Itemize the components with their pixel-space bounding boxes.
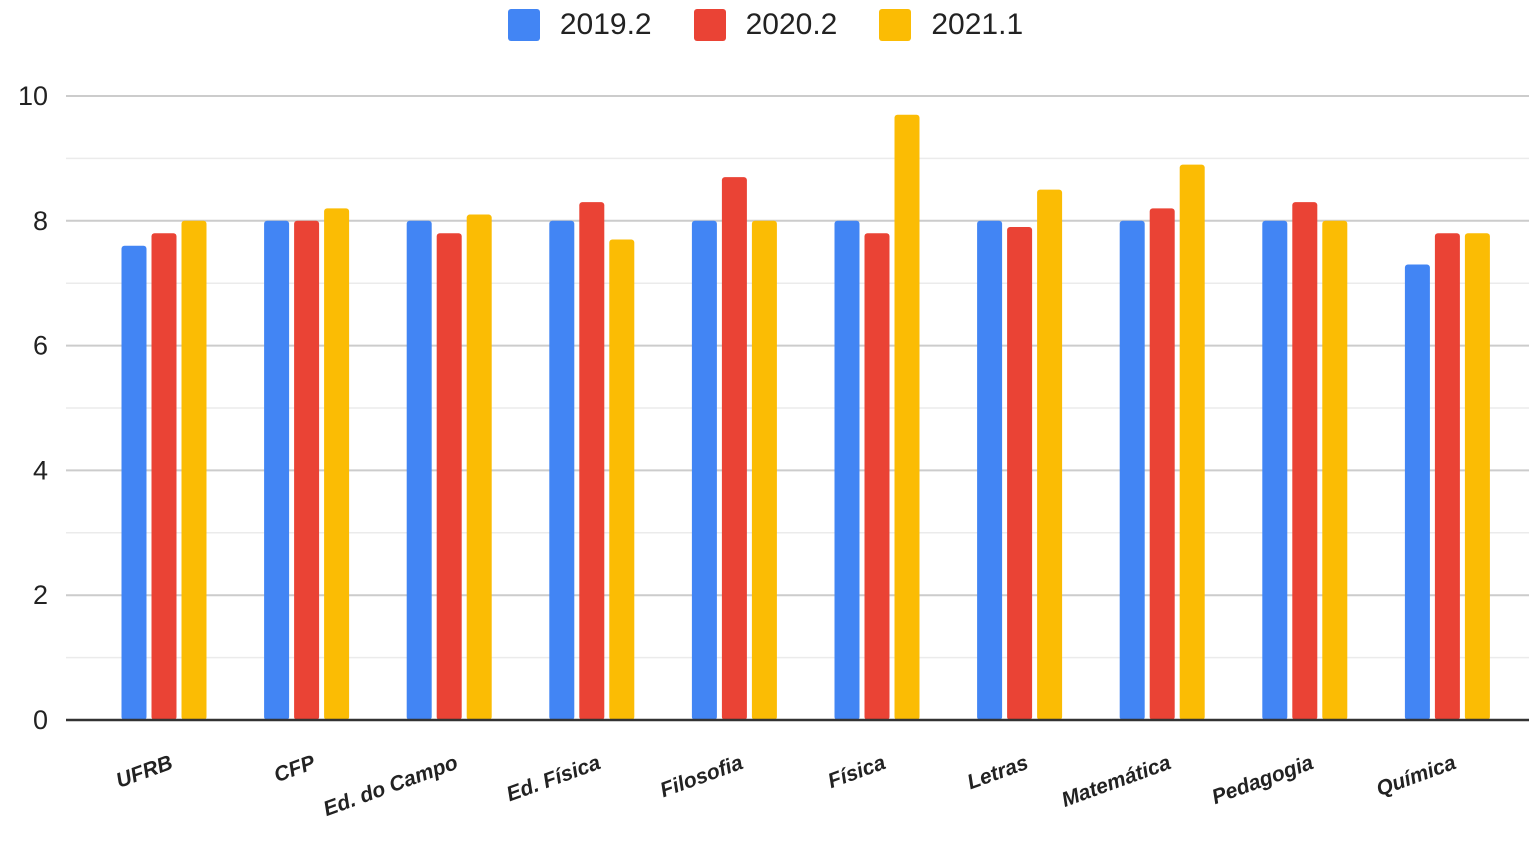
bar-1 bbox=[1119, 220, 1145, 721]
bar-2 bbox=[294, 220, 320, 721]
y-tick-label: 0 bbox=[33, 705, 48, 735]
bar-2 bbox=[721, 177, 747, 720]
x-tick-label: Letras bbox=[964, 751, 1031, 794]
legend-label-series-1: 2019.2 bbox=[559, 8, 652, 41]
legend-swatch-series-3 bbox=[879, 9, 912, 41]
bar-3 bbox=[466, 214, 492, 720]
bar-2 bbox=[864, 233, 890, 720]
legend-label-series-3: 2021.1 bbox=[931, 8, 1024, 41]
bar-3 bbox=[181, 220, 207, 721]
legend-swatch-series-2 bbox=[693, 9, 726, 41]
bar-1 bbox=[406, 220, 432, 721]
bar-1 bbox=[1404, 264, 1430, 720]
bar-3 bbox=[1464, 233, 1490, 720]
bar-2 bbox=[151, 233, 177, 720]
bar-1 bbox=[264, 220, 290, 721]
bars bbox=[121, 114, 1490, 721]
bar-3 bbox=[324, 208, 350, 720]
y-tick-label: 10 bbox=[18, 81, 48, 111]
y-tick-label: 6 bbox=[33, 331, 48, 361]
x-tick-label: Química bbox=[1373, 751, 1459, 801]
x-tick-label: Física bbox=[825, 751, 889, 793]
bar-1 bbox=[977, 220, 1003, 721]
bar-3 bbox=[1179, 164, 1205, 720]
legend-swatch-series-1 bbox=[507, 9, 540, 41]
x-tick-label: Ed. Física bbox=[504, 751, 604, 806]
x-tick-label: CFP bbox=[271, 751, 319, 787]
bar-2 bbox=[1434, 233, 1460, 720]
legend-item-series-3[interactable]: 2021.1 bbox=[879, 8, 1023, 42]
bar-3 bbox=[751, 220, 777, 721]
bar-3 bbox=[1037, 189, 1063, 721]
bar-1 bbox=[691, 220, 717, 721]
y-tick-label: 8 bbox=[33, 206, 48, 236]
y-tick-label: 2 bbox=[33, 580, 48, 610]
y-axis: 0 2 4 6 8 10 bbox=[18, 81, 48, 735]
x-tick-label: Filosofia bbox=[657, 751, 746, 802]
legend-item-series-2[interactable]: 2020.2 bbox=[693, 8, 838, 42]
y-tick-label: 4 bbox=[33, 455, 48, 485]
legend-item-series-1[interactable]: 2019.2 bbox=[507, 8, 652, 42]
x-tick-label: UFRB bbox=[113, 751, 176, 793]
legend-label-series-2: 2020.2 bbox=[745, 8, 838, 41]
bar-1 bbox=[121, 245, 147, 720]
bar-3 bbox=[609, 239, 635, 720]
x-tick-label: Pedagogia bbox=[1209, 751, 1317, 809]
bar-1 bbox=[549, 220, 575, 721]
bar-3 bbox=[1322, 220, 1348, 721]
bar-2 bbox=[579, 202, 605, 720]
bar-2 bbox=[436, 233, 462, 720]
bar-2 bbox=[1007, 227, 1033, 721]
bar-2 bbox=[1149, 208, 1175, 720]
x-tick-label: Ed. do Campo bbox=[320, 751, 461, 821]
bar-1 bbox=[1262, 220, 1288, 721]
chart-legend: 2019.2 2020.2 2021.1 bbox=[0, 8, 1531, 42]
x-tick-label: Matemática bbox=[1059, 751, 1175, 812]
bar-2 bbox=[1292, 202, 1318, 720]
bar-1 bbox=[834, 220, 860, 721]
bar-3 bbox=[894, 114, 920, 721]
